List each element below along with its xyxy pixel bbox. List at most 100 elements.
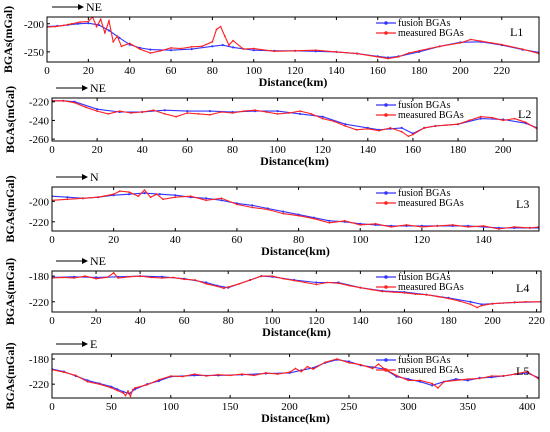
data-point (232, 39, 235, 42)
x-tick-label: 180 (411, 65, 428, 77)
data-point (513, 226, 516, 228)
data-point (469, 38, 472, 41)
data-point (87, 20, 90, 23)
data-point (300, 370, 303, 373)
direction-label: NE (90, 81, 106, 95)
data-point (395, 374, 398, 377)
data-point (95, 276, 98, 279)
data-point (454, 378, 457, 381)
y-tick-label: -220 (29, 379, 50, 391)
data-point (476, 306, 478, 309)
data-point (282, 210, 285, 213)
y-tick-label: -200 (24, 19, 45, 31)
x-tick-label: 80 (293, 234, 305, 246)
y-tick-label: -180 (29, 271, 50, 283)
x-tick-label: 0 (49, 144, 55, 156)
data-point (124, 394, 127, 397)
data-point (370, 288, 373, 291)
data-point (407, 52, 410, 54)
data-point (81, 197, 84, 200)
data-point (152, 109, 155, 112)
data-point (236, 203, 238, 206)
legend-marker (384, 103, 388, 107)
data-point (428, 47, 431, 50)
data-point (130, 112, 132, 114)
data-point (159, 49, 162, 52)
y-tick-label: -200 (29, 196, 50, 208)
data-point (163, 109, 166, 112)
data-point (205, 375, 208, 377)
y-tick-label: -250 (24, 47, 45, 59)
direction-label: N (90, 170, 99, 184)
data-point (407, 379, 410, 382)
data-point (201, 45, 203, 48)
data-point (139, 275, 142, 277)
data-point (220, 197, 223, 200)
data-point (150, 276, 153, 279)
legend-marker (384, 191, 388, 195)
x-tick-label: 0 (44, 65, 50, 77)
data-point (149, 48, 152, 51)
data-point (211, 45, 214, 48)
data-point (183, 278, 186, 281)
data-point (490, 375, 493, 377)
data-point (389, 127, 392, 129)
panel-l2: NE 0 20 40 60 80 100 120 140 160 180 200 -220 -240 -26… (3, 81, 538, 168)
data-point (117, 277, 119, 279)
data-point (333, 120, 335, 123)
data-point (337, 282, 340, 285)
data-point (120, 45, 123, 48)
data-point (458, 300, 461, 302)
data-point (143, 189, 146, 192)
data-point (122, 392, 125, 394)
data-point (62, 276, 64, 279)
data-point (131, 388, 134, 391)
data-point (197, 113, 200, 115)
data-point (265, 111, 268, 113)
data-point (310, 113, 313, 115)
data-point (112, 40, 115, 43)
x-tick-label: 50 (106, 401, 118, 413)
data-point (158, 193, 161, 196)
data-point (228, 44, 230, 46)
x-tick-label: 120 (414, 234, 431, 246)
data-point (251, 204, 254, 207)
series-line (47, 22, 539, 59)
series-fusion (52, 192, 539, 229)
data-point (266, 208, 269, 211)
data-point (98, 383, 101, 386)
data-point (186, 110, 189, 113)
data-point (219, 25, 222, 28)
data-point (344, 125, 347, 127)
data-point (381, 290, 384, 293)
x-tick-label: 100 (245, 65, 262, 77)
data-point (194, 279, 197, 281)
data-point (74, 374, 77, 377)
data-point (128, 42, 131, 45)
series-measured (52, 358, 539, 398)
data-point (276, 373, 279, 375)
data-point (139, 48, 141, 50)
data-point (304, 281, 307, 284)
series-measured (52, 272, 541, 309)
data-point (324, 361, 327, 364)
data-point (54, 25, 57, 28)
data-point (238, 282, 241, 285)
legend-marker (384, 31, 388, 35)
data-point (141, 111, 144, 113)
panel-l1: NE 0 20 40 60 80 100 120 140 160 180 200 220 -200 -250… (1, 0, 540, 89)
series-fusion (52, 358, 539, 395)
x-tick-label: 20 (83, 65, 95, 77)
data-point (438, 45, 441, 48)
data-point (169, 375, 172, 377)
y-axis-title: BGAs(mGal) (3, 86, 17, 153)
data-point (95, 25, 98, 28)
data-point (107, 29, 111, 32)
x-axis-title: Distance(km) (259, 75, 328, 89)
direction-arrow (56, 341, 88, 347)
legend-marker (384, 368, 388, 372)
series-line (52, 275, 541, 305)
data-point (186, 112, 189, 114)
